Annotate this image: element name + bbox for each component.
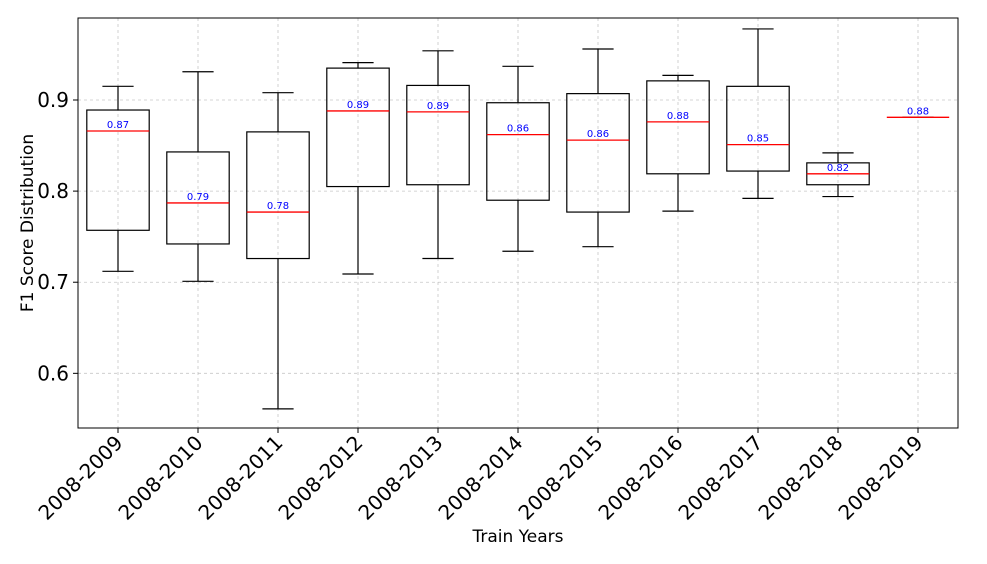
- box-2008-2009: 0.87: [86, 85, 150, 272]
- median-label: 0.79: [187, 192, 209, 203]
- iqr-box: [166, 151, 230, 245]
- box-2008-2018: 0.82: [806, 152, 870, 198]
- x-tick-label: 2008-2009: [33, 431, 127, 525]
- box-2008-2010: 0.79: [166, 71, 230, 282]
- x-tick-label: 2008-2018: [753, 431, 847, 525]
- iqr-box: [86, 109, 150, 231]
- median-label: 0.87: [107, 120, 129, 131]
- median-label: 0.78: [267, 201, 289, 212]
- median-label: 0.85: [747, 134, 769, 145]
- iqr-box: [326, 67, 390, 188]
- x-tick-label: 2008-2016: [593, 431, 687, 525]
- box-2008-2014: 0.86: [486, 65, 550, 252]
- box-2008-2013: 0.89: [406, 50, 470, 260]
- x-tick-label: 2008-2010: [113, 431, 207, 525]
- box-2008-2019: 0.88: [886, 106, 950, 118]
- median-label: 0.89: [347, 100, 369, 111]
- x-tick-label: 2008-2014: [433, 431, 527, 525]
- iqr-box: [246, 131, 310, 260]
- y-axis-ticks: 0.6 0.7 0.8 0.9: [37, 88, 78, 385]
- x-tick-label: 2008-2011: [193, 431, 287, 525]
- x-axis-ticks: 2008-20092008-20102008-20112008-20122008…: [33, 428, 928, 525]
- box-2008-2016: 0.88: [646, 74, 710, 212]
- median-label: 0.88: [907, 106, 929, 117]
- x-tick-label: 2008-2012: [273, 431, 367, 525]
- y-tick-label: 0.6: [37, 361, 69, 385]
- boxes: 0.87 0.79 0.78 0.89 0.89 0.86 0.86 0.88 0.85 0.82…: [86, 28, 950, 410]
- iqr-box: [406, 84, 470, 186]
- y-axis-label: F1 Score Distribution: [18, 134, 38, 312]
- median-label: 0.82: [827, 163, 849, 174]
- y-tick-label: 0.8: [37, 179, 69, 203]
- x-tick-label: 2008-2017: [673, 431, 767, 525]
- box-2008-2011: 0.78: [246, 92, 310, 410]
- x-tick-label: 2008-2013: [353, 431, 447, 525]
- x-tick-label: 2008-2019: [833, 431, 927, 525]
- iqr-box: [486, 102, 550, 201]
- box-2008-2015: 0.86: [566, 48, 630, 248]
- box-2008-2012: 0.89: [326, 62, 390, 275]
- x-tick-label: 2008-2015: [513, 431, 607, 525]
- median-label: 0.89: [427, 101, 449, 112]
- y-tick-label: 0.7: [37, 270, 69, 294]
- iqr-box: [726, 85, 790, 172]
- x-axis-label: Train Years: [471, 527, 563, 547]
- y-tick-label: 0.9: [37, 88, 69, 112]
- median-label: 0.88: [667, 111, 689, 122]
- iqr-box: [646, 80, 710, 175]
- grid-lines: [78, 18, 958, 428]
- box-2008-2017: 0.85: [726, 28, 790, 199]
- median-label: 0.86: [587, 129, 609, 140]
- median-label: 0.86: [507, 124, 529, 135]
- iqr-box: [566, 93, 630, 213]
